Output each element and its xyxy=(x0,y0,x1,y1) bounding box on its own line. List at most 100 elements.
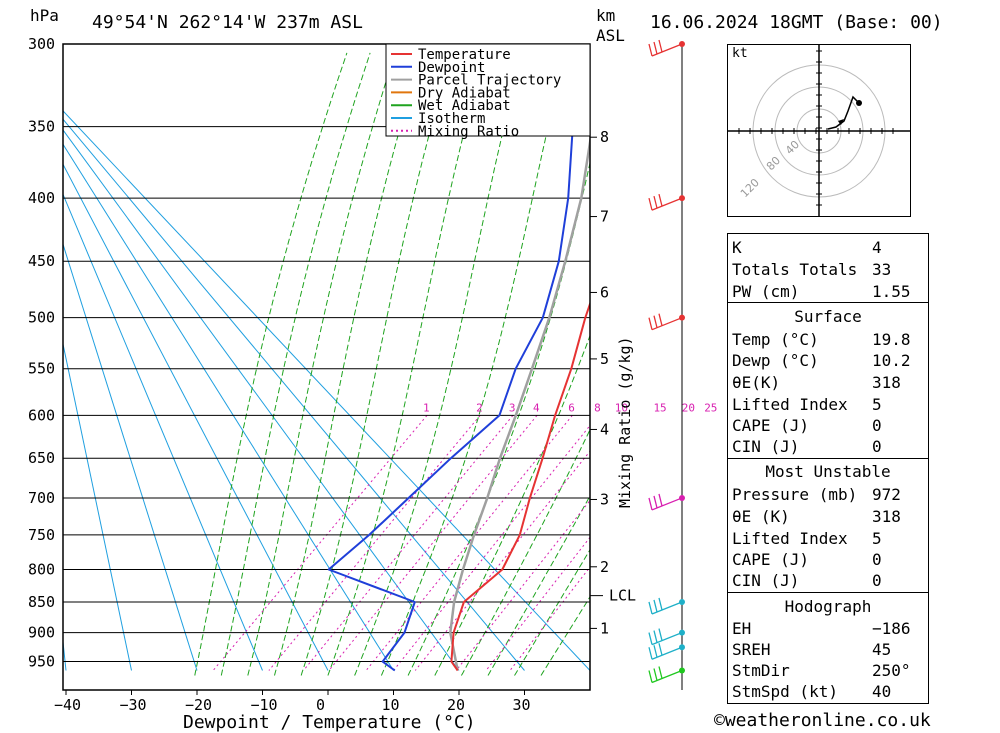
totals-totals-label: Totals Totals xyxy=(732,260,858,279)
pressure-tick-label: 650 xyxy=(28,449,55,467)
wind-barb xyxy=(648,643,683,660)
hodograph-end-marker xyxy=(856,100,862,106)
pressure-unit-label: hPa xyxy=(30,6,59,25)
pressure-tick-label: 300 xyxy=(28,35,55,53)
pressure-tick-label: 950 xyxy=(28,653,55,671)
hodograph-panel: 40 80 120 kt xyxy=(727,44,911,217)
x-tick-label: −20 xyxy=(185,696,212,714)
wind-barb-flag xyxy=(653,41,658,55)
isotherm-line xyxy=(63,242,198,671)
hodograph-indices-panel: Hodograph EH −186 SREH 45 StmDir 250° St… xyxy=(727,592,929,704)
pressure-tick-label: 750 xyxy=(28,526,55,544)
wet-adiabat-line xyxy=(247,52,396,676)
x-tick-label: −10 xyxy=(251,696,278,714)
surface-cape-label: CAPE (J) xyxy=(732,416,810,435)
x-tick-label: −30 xyxy=(120,696,147,714)
km-tick-label: 8 xyxy=(600,128,609,146)
mixing-ratio-label: 2 xyxy=(476,401,483,414)
wet-adiabat-line xyxy=(407,160,590,676)
km-tick-label: 2 xyxy=(600,558,609,576)
mu-cape-label: CAPE (J) xyxy=(732,550,810,569)
km-asl-label: ASL xyxy=(596,26,625,45)
surface-temp-label: Temp (°C) xyxy=(732,330,819,349)
wind-barb-flag xyxy=(648,43,653,57)
hodograph-trace xyxy=(827,95,860,130)
pressure-tick-label: 350 xyxy=(28,118,55,136)
isotherm-line xyxy=(63,118,525,671)
plot-frame xyxy=(62,43,591,691)
stmspd-label: StmSpd (kt) xyxy=(732,682,838,701)
stmdir-label: StmDir xyxy=(732,661,790,680)
wind-barb xyxy=(648,597,683,615)
isotherm-line xyxy=(63,341,132,671)
wind-barbs xyxy=(648,39,685,690)
mixing-ratio-line xyxy=(365,415,573,671)
isotherm-line xyxy=(63,163,329,671)
wind-barb xyxy=(648,193,683,211)
background-lines xyxy=(63,52,590,676)
mixing-ratio-label: 20 xyxy=(682,401,695,414)
pressure-tick-label: 850 xyxy=(28,593,55,611)
wind-barb-flag xyxy=(653,195,658,209)
surface-li-value: 5 xyxy=(872,395,882,414)
dewpoint-line xyxy=(327,126,574,672)
km-tick-label: 6 xyxy=(600,283,609,301)
wind-barb xyxy=(648,39,683,57)
legend-entry: Parcel Trajectory xyxy=(418,73,561,89)
wind-barb-flag xyxy=(648,632,653,645)
wind-barb-flag xyxy=(648,497,653,511)
wind-barb-flag xyxy=(658,597,663,611)
x-tick-label: 30 xyxy=(513,696,531,714)
mu-li-value: 5 xyxy=(872,529,882,548)
wind-barb-flag xyxy=(653,668,658,681)
surface-cin-value: 0 xyxy=(872,437,882,456)
wind-barb-flag xyxy=(658,643,663,656)
mixing-ratio-label: 1 xyxy=(423,401,430,414)
isotherm-line xyxy=(63,110,590,671)
wind-barb-flag xyxy=(653,315,658,328)
wet-adiabat-line xyxy=(540,595,590,676)
wind-barb-flag xyxy=(648,647,653,660)
x-tick-label: −40 xyxy=(54,696,81,714)
k-index-value: 4 xyxy=(872,238,882,257)
legend-box xyxy=(385,43,591,137)
mixing-ratio-label: 4 xyxy=(533,401,540,414)
mixing-ratio-line xyxy=(393,424,590,671)
parcel-trajectory-line xyxy=(449,134,590,671)
totals-totals-value: 33 xyxy=(872,260,892,279)
wind-barb-flag xyxy=(658,628,663,641)
km-tick-label: 3 xyxy=(600,490,609,508)
lcl-label: LCL xyxy=(609,587,636,605)
most-unstable-panel: Most Unstable Pressure (mb) 972 θE (K) 3… xyxy=(727,458,929,593)
pressure-tick-label: 900 xyxy=(28,624,55,642)
km-tick-label: 7 xyxy=(600,208,609,226)
mu-cin-value: 0 xyxy=(872,571,882,590)
surface-cape-value: 0 xyxy=(872,416,882,435)
mu-thetae-value: 318 xyxy=(872,507,901,526)
mixing-ratio-line xyxy=(414,450,590,671)
surface-dewp-value: 10.2 xyxy=(872,351,911,370)
km-tick-label: 1 xyxy=(600,619,609,637)
mixing-ratio-label: 8 xyxy=(594,401,601,414)
x-axis-label: Dewpoint / Temperature (°C) xyxy=(183,712,476,733)
mixing-ratio-label: 10 xyxy=(615,401,628,414)
wet-adiabat-line xyxy=(487,494,590,676)
isotherm-line xyxy=(63,143,394,671)
location-title: 49°54'N 262°14'W 237m ASL xyxy=(92,12,363,33)
pressure-tick-label: 450 xyxy=(28,252,55,270)
stmspd-value: 40 xyxy=(872,682,892,701)
pressure-tick-label: 400 xyxy=(28,189,55,207)
km-tick-label: 5 xyxy=(600,350,609,368)
mixing-ratio-line xyxy=(268,415,481,671)
isotherm-line xyxy=(63,129,460,671)
stmdir-value: 250° xyxy=(872,661,911,680)
hodograph-unit-label: kt xyxy=(732,46,748,61)
x-tick-label: 20 xyxy=(447,696,465,714)
mu-pressure-label: Pressure (mb) xyxy=(732,485,858,504)
pressure-tick-label: 600 xyxy=(28,406,55,424)
wet-adiabat-line xyxy=(460,428,590,676)
copyright-text[interactable]: ©weatheronline.co.uk xyxy=(714,710,931,731)
wind-barb-flag xyxy=(658,39,663,53)
mu-cin-label: CIN (J) xyxy=(732,571,800,590)
